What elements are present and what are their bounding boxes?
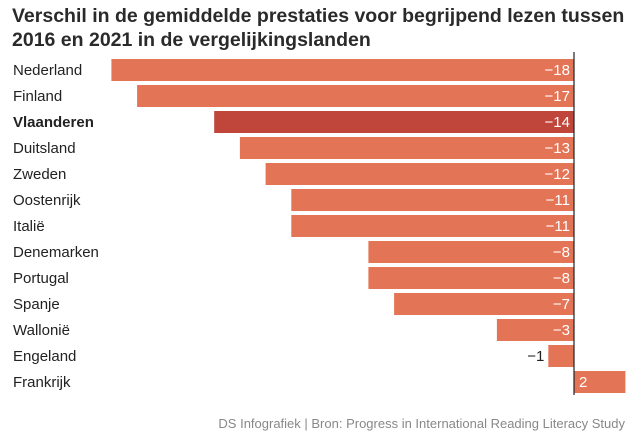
category-label-denemarken: Denemarken xyxy=(13,244,99,261)
bar-walloni- xyxy=(496,319,574,341)
value-label-denemarken: −8 xyxy=(553,244,570,261)
category-label-itali-: Italië xyxy=(13,218,45,235)
value-label-walloni-: −3 xyxy=(553,322,570,339)
category-label-portugal: Portugal xyxy=(13,270,69,287)
value-label-spanje: −7 xyxy=(553,296,570,313)
category-label-zweden: Zweden xyxy=(13,166,66,183)
value-label-nederland: −18 xyxy=(545,62,570,79)
value-label-oostenrijk: −11 xyxy=(546,192,570,209)
value-label-duitsland: −13 xyxy=(545,140,570,157)
category-label-oostenrijk: Oostenrijk xyxy=(13,192,81,209)
bar-zweden xyxy=(265,163,574,185)
bar-nederland xyxy=(111,59,575,81)
bar-frankrijk xyxy=(574,371,626,393)
category-label-nederland: Nederland xyxy=(13,62,82,79)
value-label-zweden: −12 xyxy=(545,166,570,183)
category-label-engeland: Engeland xyxy=(13,348,76,365)
source-note: DS Infografiek | Bron: Progress in Inter… xyxy=(218,416,625,431)
value-label-finland: −17 xyxy=(545,88,570,105)
bar-vlaanderen xyxy=(214,111,574,133)
bar-spanje xyxy=(394,293,574,315)
category-label-walloni-: Wallonië xyxy=(13,322,70,339)
value-label-itali-: −11 xyxy=(546,218,570,235)
category-label-finland: Finland xyxy=(13,88,62,105)
value-label-engeland: −1 xyxy=(527,348,544,365)
chart-title: Verschil in de gemiddelde prestaties voo… xyxy=(12,5,625,51)
value-label-frankrijk: 2 xyxy=(579,374,587,391)
bar-oostenrijk xyxy=(291,189,574,211)
bar-duitsland xyxy=(239,137,574,159)
category-label-vlaanderen: Vlaanderen xyxy=(13,114,94,131)
category-label-duitsland: Duitsland xyxy=(13,140,76,157)
bar-portugal xyxy=(368,267,574,289)
category-label-frankrijk: Frankrijk xyxy=(13,374,71,391)
category-label-spanje: Spanje xyxy=(13,296,60,313)
bar-finland xyxy=(137,85,574,107)
bar-denemarken xyxy=(368,241,574,263)
value-label-vlaanderen: −14 xyxy=(545,114,570,131)
value-label-portugal: −8 xyxy=(553,270,570,287)
bar-itali- xyxy=(291,215,574,237)
bar-engeland xyxy=(548,345,574,367)
